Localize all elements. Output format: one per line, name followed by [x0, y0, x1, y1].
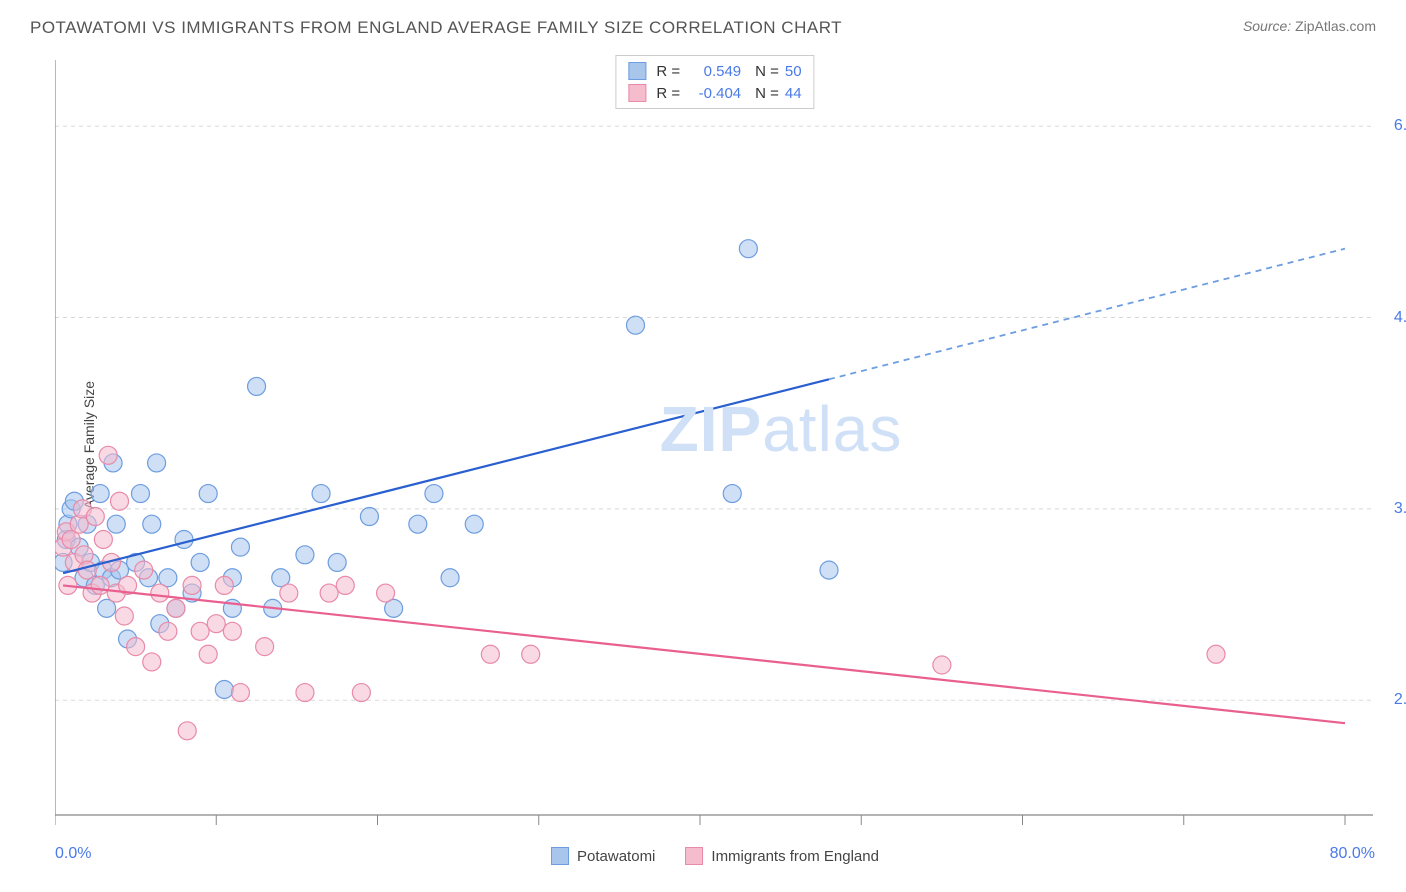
chart-area: Average Family Size ZIPatlas R =0.549N =… — [55, 55, 1375, 835]
r-value: 0.549 — [686, 63, 741, 80]
legend-correlation: R = 0.549 N = 50 R = -0.404 N = 44 — [615, 55, 814, 109]
source-label: Source: — [1243, 18, 1291, 34]
chart-header: POTAWATOMI VS IMMIGRANTS FROM ENGLAND AV… — [0, 0, 1406, 48]
chart-source: Source: ZipAtlas.com — [1243, 18, 1376, 34]
legend-correlation-row: R = 0.549 N = 50 — [628, 60, 801, 82]
n-label: N = — [755, 85, 779, 102]
y-tick-label: 2.25 — [1394, 691, 1406, 709]
scatter-plot — [55, 55, 1375, 835]
legend-swatch — [628, 62, 646, 80]
n-value: 44 — [785, 85, 802, 102]
y-tick-label: 4.75 — [1394, 309, 1406, 327]
n-label: N = — [755, 63, 779, 80]
x-axis-max-label: 80.0% — [1330, 845, 1375, 863]
r-value: -0.404 — [686, 85, 741, 102]
x-axis-min-label: 0.0% — [55, 845, 91, 863]
legend-swatch — [685, 847, 703, 865]
legend-series-label: Potawatomi — [577, 848, 655, 865]
legend-series-item: Immigrants from England — [685, 847, 879, 865]
source-value: ZipAtlas.com — [1295, 18, 1376, 34]
r-label: R = — [656, 85, 680, 102]
legend-series: Potawatomi Immigrants from England — [551, 847, 879, 865]
legend-swatch — [628, 84, 646, 102]
r-label: R = — [656, 63, 680, 80]
y-tick-label: 3.50 — [1394, 500, 1406, 518]
y-tick-label: 6.00 — [1394, 117, 1406, 135]
legend-correlation-row: R = -0.404 N = 44 — [628, 82, 801, 104]
legend-series-item: Potawatomi — [551, 847, 655, 865]
legend-swatch — [551, 847, 569, 865]
n-value: 50 — [785, 63, 802, 80]
legend-series-label: Immigrants from England — [711, 848, 879, 865]
chart-title: POTAWATOMI VS IMMIGRANTS FROM ENGLAND AV… — [30, 18, 842, 38]
